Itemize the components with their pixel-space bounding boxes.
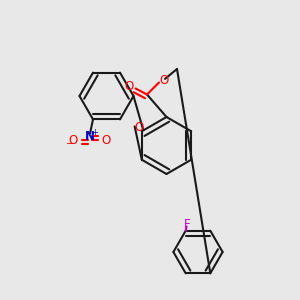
Text: O: O	[69, 134, 78, 148]
Text: O: O	[160, 74, 169, 87]
Text: +: +	[91, 128, 98, 137]
Text: O: O	[124, 80, 134, 94]
Text: −: −	[65, 139, 74, 149]
Text: O: O	[134, 122, 144, 134]
Text: N: N	[85, 130, 95, 143]
Text: O: O	[101, 134, 110, 148]
Text: F: F	[184, 218, 190, 231]
